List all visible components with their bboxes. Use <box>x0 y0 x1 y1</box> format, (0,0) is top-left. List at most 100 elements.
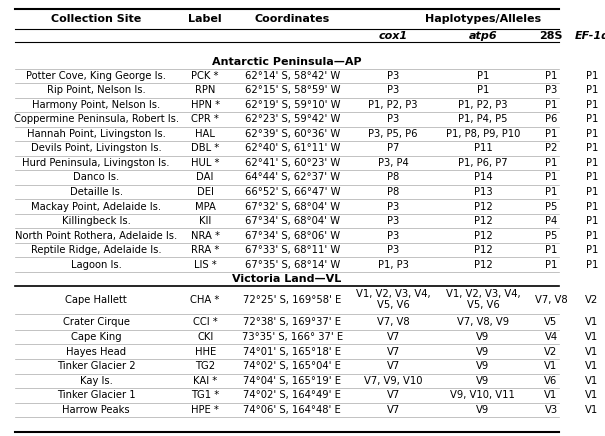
Text: V7: V7 <box>387 361 400 371</box>
Text: RRA *: RRA * <box>191 245 220 255</box>
Text: MPA: MPA <box>195 201 215 211</box>
Text: 67°32' S, 68°04' W: 67°32' S, 68°04' W <box>245 201 340 211</box>
Text: 62°39' S, 60°36' W: 62°39' S, 60°36' W <box>244 129 340 139</box>
Text: P1: P1 <box>586 143 598 153</box>
Text: 67°33' S, 68°11' W: 67°33' S, 68°11' W <box>244 245 340 255</box>
Text: V5: V5 <box>544 317 558 327</box>
Text: V9: V9 <box>476 361 489 371</box>
Text: P1, P2, P3: P1, P2, P3 <box>458 100 508 110</box>
Text: NRA *: NRA * <box>191 231 220 241</box>
Text: Reptile Ridge, Adelaide Is.: Reptile Ridge, Adelaide Is. <box>31 245 162 255</box>
Text: P1: P1 <box>586 245 598 255</box>
Text: HUL *: HUL * <box>191 158 220 168</box>
Text: HAL: HAL <box>195 129 215 139</box>
Text: 73°35' S, 166° 37' E: 73°35' S, 166° 37' E <box>242 332 343 342</box>
Text: P1: P1 <box>545 158 557 168</box>
Text: P1: P1 <box>586 259 598 269</box>
Text: 62°14' S, 58°42' W: 62°14' S, 58°42' W <box>244 71 340 81</box>
Text: 72°38' S, 169°37' E: 72°38' S, 169°37' E <box>243 317 341 327</box>
Text: P14: P14 <box>474 173 492 182</box>
Text: atp6: atp6 <box>469 31 497 41</box>
Text: P1: P1 <box>586 129 598 139</box>
Text: Tinker Glacier 1: Tinker Glacier 1 <box>57 390 136 400</box>
Text: P1: P1 <box>586 71 598 81</box>
Text: P1: P1 <box>586 158 598 168</box>
Text: Hannah Point, Livingston Is.: Hannah Point, Livingston Is. <box>27 129 166 139</box>
Text: V7: V7 <box>387 390 400 400</box>
Text: P1: P1 <box>545 187 557 197</box>
Text: Potter Cove, King George Is.: Potter Cove, King George Is. <box>26 71 166 81</box>
Text: P4: P4 <box>545 216 557 226</box>
Text: V7, V8: V7, V8 <box>377 317 410 327</box>
Text: Collection Site: Collection Site <box>51 14 142 24</box>
Text: P2: P2 <box>545 143 557 153</box>
Text: HPN *: HPN * <box>191 100 220 110</box>
Text: 62°15' S, 58°59' W: 62°15' S, 58°59' W <box>244 85 340 95</box>
Text: P3: P3 <box>387 216 399 226</box>
Text: Coordinates: Coordinates <box>255 14 330 24</box>
Text: V1: V1 <box>585 376 598 386</box>
Text: P1: P1 <box>477 71 489 81</box>
Text: HPE *: HPE * <box>191 405 219 415</box>
Text: Detaille Is.: Detaille Is. <box>70 187 123 197</box>
Text: 62°40' S, 61°11' W: 62°40' S, 61°11' W <box>244 143 340 153</box>
Text: V4: V4 <box>544 332 558 342</box>
Text: 74°01' S, 165°18' E: 74°01' S, 165°18' E <box>243 347 341 357</box>
Text: P1: P1 <box>586 231 598 241</box>
Text: Devils Point, Livingston Is.: Devils Point, Livingston Is. <box>31 143 162 153</box>
Text: P3: P3 <box>387 231 399 241</box>
Text: 28S: 28S <box>539 31 563 41</box>
Text: P1: P1 <box>586 216 598 226</box>
Text: Victoria Land—VL: Victoria Land—VL <box>232 274 341 284</box>
Text: KAI *: KAI * <box>193 376 217 386</box>
Text: P3, P4: P3, P4 <box>378 158 408 168</box>
Text: P3: P3 <box>387 201 399 211</box>
Text: P3: P3 <box>387 71 399 81</box>
Text: P1, P4, P5: P1, P4, P5 <box>458 114 508 124</box>
Text: P12: P12 <box>474 216 492 226</box>
Text: 74°02' S, 164°49' E: 74°02' S, 164°49' E <box>243 390 341 400</box>
Text: Label: Label <box>188 14 222 24</box>
Text: Mackay Point, Adelaide Is.: Mackay Point, Adelaide Is. <box>31 201 162 211</box>
Text: 72°25' S, 169°58' E: 72°25' S, 169°58' E <box>243 295 341 305</box>
Text: Antarctic Peninsula—AP: Antarctic Peninsula—AP <box>212 57 362 67</box>
Text: V1: V1 <box>544 390 558 400</box>
Text: P1: P1 <box>545 129 557 139</box>
Text: V7, V8: V7, V8 <box>535 295 567 305</box>
Text: North Point Rothera, Adelaide Is.: North Point Rothera, Adelaide Is. <box>15 231 177 241</box>
Text: Kay Is.: Kay Is. <box>80 376 113 386</box>
Text: P5: P5 <box>545 201 557 211</box>
Text: V6: V6 <box>544 376 558 386</box>
Text: KII: KII <box>199 216 211 226</box>
Text: P8: P8 <box>387 187 399 197</box>
Text: P12: P12 <box>474 201 492 211</box>
Text: 64°44' S, 62°37' W: 64°44' S, 62°37' W <box>245 173 340 182</box>
Text: P7: P7 <box>387 143 399 153</box>
Text: Killingbeck Is.: Killingbeck Is. <box>62 216 131 226</box>
Text: P3, P5, P6: P3, P5, P6 <box>368 129 418 139</box>
Text: V1: V1 <box>544 361 558 371</box>
Text: P1: P1 <box>545 259 557 269</box>
Text: V7: V7 <box>387 332 400 342</box>
Text: P1: P1 <box>586 173 598 182</box>
Text: P6: P6 <box>545 114 557 124</box>
Text: V1: V1 <box>585 390 598 400</box>
Text: Hayes Head: Hayes Head <box>66 347 126 357</box>
Text: P1: P1 <box>545 173 557 182</box>
Text: Hurd Peninsula, Livingston Is.: Hurd Peninsula, Livingston Is. <box>22 158 170 168</box>
Text: P12: P12 <box>474 231 492 241</box>
Text: V1: V1 <box>585 347 598 357</box>
Text: Harmony Point, Nelson Is.: Harmony Point, Nelson Is. <box>32 100 160 110</box>
Text: P1: P1 <box>545 245 557 255</box>
Text: DAI: DAI <box>197 173 214 182</box>
Text: P3: P3 <box>387 85 399 95</box>
Text: HHE: HHE <box>195 347 216 357</box>
Text: Lagoon Is.: Lagoon Is. <box>71 259 122 269</box>
Text: 62°23' S, 59°42' W: 62°23' S, 59°42' W <box>244 114 340 124</box>
Text: CPR *: CPR * <box>191 114 219 124</box>
Text: V1: V1 <box>585 405 598 415</box>
Text: 62°19' S, 59°10' W: 62°19' S, 59°10' W <box>244 100 340 110</box>
Text: V7, V8, V9: V7, V8, V9 <box>457 317 509 327</box>
Text: V9: V9 <box>476 376 489 386</box>
Text: P1: P1 <box>545 100 557 110</box>
